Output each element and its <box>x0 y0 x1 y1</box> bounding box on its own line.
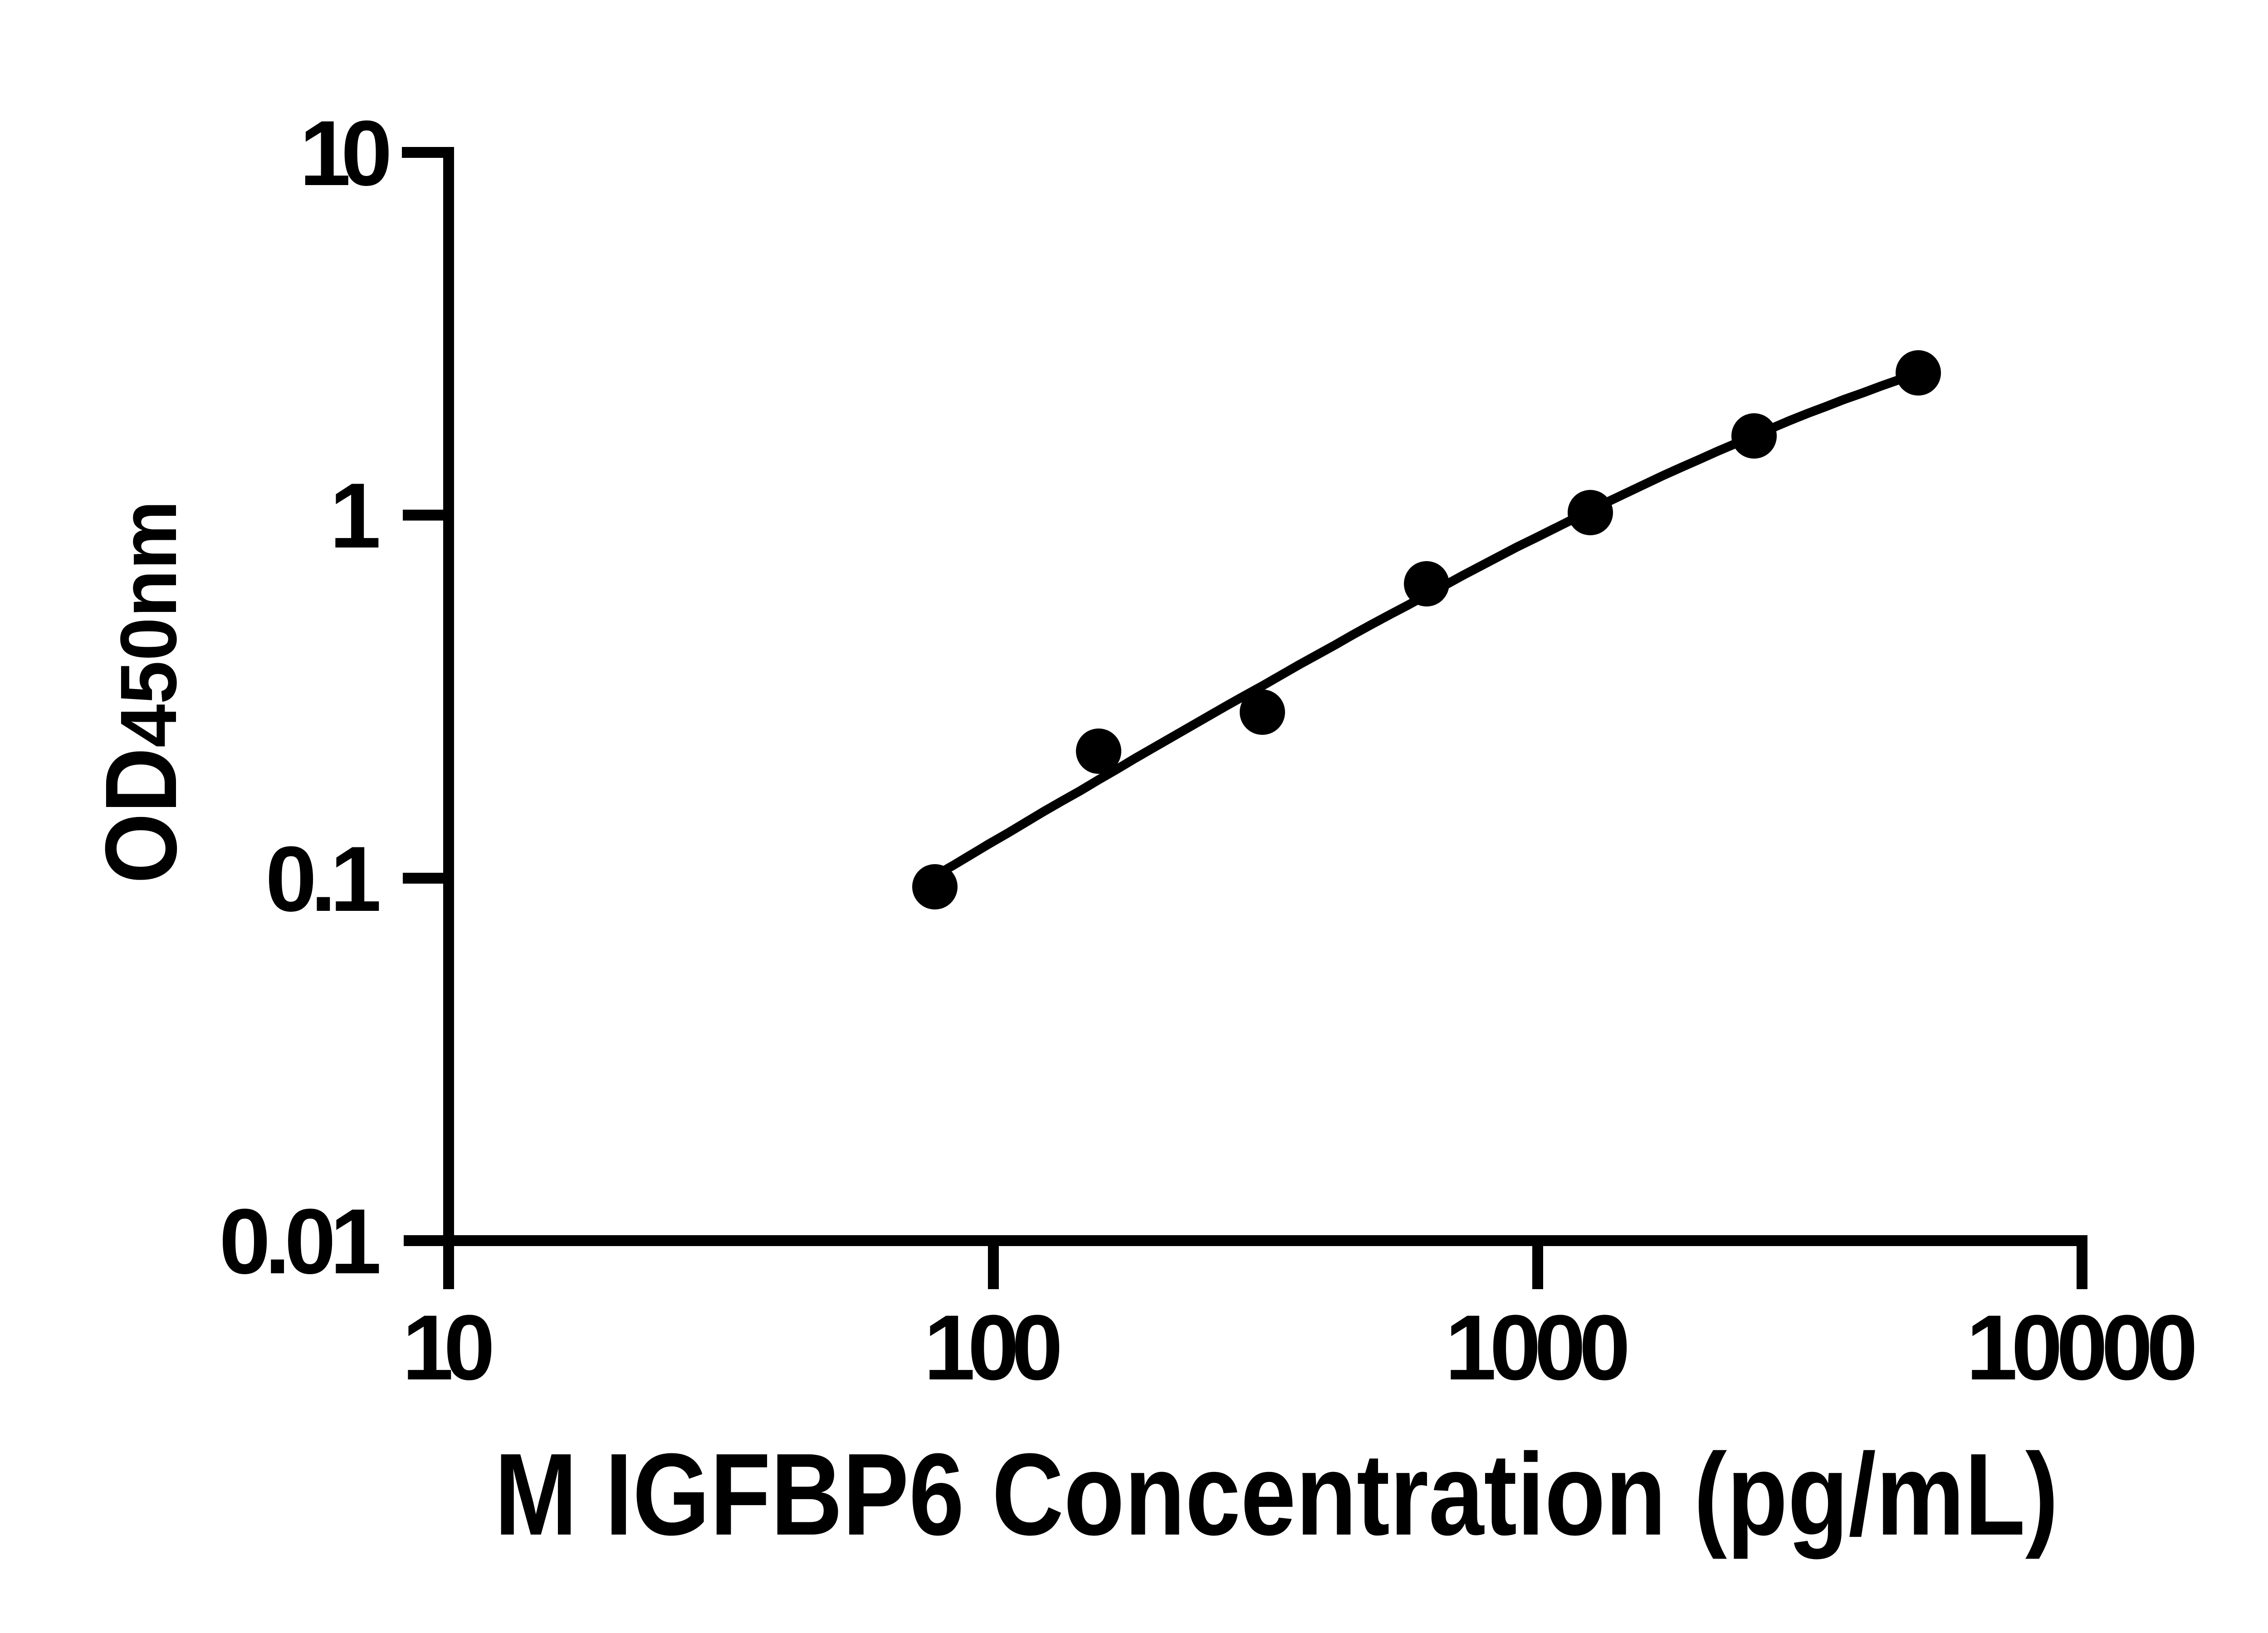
svg-text:0.01: 0.01 <box>219 1190 381 1293</box>
svg-text:100: 100 <box>924 1296 1063 1399</box>
svg-text:1000: 1000 <box>1445 1296 1631 1399</box>
svg-text:10000: 10000 <box>1966 1296 2198 1399</box>
svg-text:M IGFBP6 Concentration (pg/mL): M IGFBP6 Concentration (pg/mL) <box>494 1429 2058 1560</box>
svg-text:1: 1 <box>330 464 381 567</box>
svg-text:0.1: 0.1 <box>265 827 381 931</box>
svg-text:10: 10 <box>402 1296 495 1399</box>
svg-text:10: 10 <box>299 102 392 205</box>
svg-text:OD450nm: OD450nm <box>84 500 198 884</box>
